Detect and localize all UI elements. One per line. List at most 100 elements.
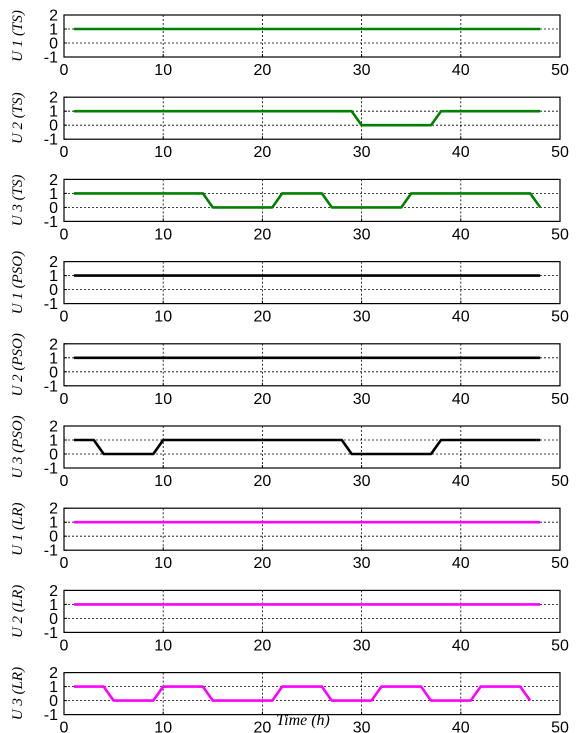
x-tick-label: 30 xyxy=(353,473,371,490)
x-tick-label: 50 xyxy=(551,473,569,490)
y-tick-label: 2 xyxy=(49,419,58,436)
panel: 210-10 10 20 30 40 50U 3 (TS) xyxy=(10,172,569,244)
x-tick-label: 30 xyxy=(353,226,371,243)
y-tick-label: 1 xyxy=(49,433,58,450)
x-tick-label: 10 xyxy=(154,555,172,572)
y-tick-label: -1 xyxy=(44,50,58,67)
y-tick-label: -1 xyxy=(44,378,58,395)
x-tick-label: 0 xyxy=(60,391,69,408)
x-tick-label: 30 xyxy=(353,391,371,408)
x-tick-label: 10 xyxy=(154,144,172,161)
plot-frame xyxy=(63,96,561,140)
x-tick-label: 20 xyxy=(254,144,272,161)
x-tick-label: 0 xyxy=(60,144,69,161)
y-tick-label: 2 xyxy=(49,90,58,107)
y-axis-label: U 1 (PSO) xyxy=(10,251,26,314)
y-tick-label: 2 xyxy=(49,665,58,682)
y-tick-label: -1 xyxy=(44,296,58,313)
x-tick-label: 50 xyxy=(551,144,569,161)
x-tick-label: 30 xyxy=(353,309,371,326)
y-tick-label: -1 xyxy=(44,214,58,231)
x-tick-label: 10 xyxy=(154,309,172,326)
x-tick-label: 50 xyxy=(551,637,569,654)
y-tick-label: 1 xyxy=(49,104,58,121)
panel: 210-10 10 20 30 40 50U 3 (PSO) xyxy=(10,415,569,490)
panel: 210-10 10 20 30 40 50U 1 (PSO) xyxy=(10,251,569,326)
x-tick-label: 40 xyxy=(452,555,470,572)
x-tick-label: 40 xyxy=(452,62,470,79)
y-axis-label: U 2 (LR) xyxy=(10,585,26,638)
x-tick-label: 10 xyxy=(154,637,172,654)
plot-frame xyxy=(63,425,561,469)
y-tick-label: -1 xyxy=(44,625,58,642)
x-tick-label: 40 xyxy=(452,637,470,654)
y-axis-label: U 1 (TS) xyxy=(10,10,26,62)
y-axis-label: U 2 (TS) xyxy=(10,92,26,144)
x-tick-label: 30 xyxy=(353,720,371,733)
x-tick-label: 50 xyxy=(551,226,569,243)
plot-frame xyxy=(63,14,561,58)
y-tick-label: 0 xyxy=(49,118,58,135)
x-tick-label: 0 xyxy=(60,473,69,490)
x-tick-label: 0 xyxy=(60,555,69,572)
y-tick-label: 1 xyxy=(49,350,58,367)
x-tick-label: 0 xyxy=(60,62,69,79)
y-tick-label: 2 xyxy=(49,501,58,518)
plot-frame xyxy=(63,671,561,716)
x-tick-label: 50 xyxy=(551,62,569,79)
y-tick-label: 1 xyxy=(49,268,58,285)
panel: 210-10 10 20 30 40 50U 2 (LR) xyxy=(10,583,569,655)
y-tick-label: 2 xyxy=(49,254,58,271)
y-axis-label: U 3 (LR) xyxy=(10,667,26,720)
y-tick-label: 1 xyxy=(49,597,58,614)
x-tick-label: 0 xyxy=(60,309,69,326)
plot-frame xyxy=(63,589,561,634)
x-tick-label: 40 xyxy=(452,226,470,243)
panel: 210-10 10 20 30 40 50U 2 (TS) xyxy=(10,90,569,162)
y-tick-label: 0 xyxy=(49,282,58,299)
x-tick-label: 20 xyxy=(254,226,272,243)
x-tick-label: 30 xyxy=(353,62,371,79)
y-axis-label: U 3 (PSO) xyxy=(10,415,26,478)
plot-frame xyxy=(63,178,561,222)
y-tick-label: 1 xyxy=(49,22,58,39)
y-tick-label: 1 xyxy=(49,679,58,696)
x-tick-label: 40 xyxy=(452,391,470,408)
y-tick-label: -1 xyxy=(44,461,58,478)
y-tick-label: 0 xyxy=(49,693,58,710)
x-tick-label: 10 xyxy=(154,720,172,733)
panel: 210-10 10 20 30 40 50U 2 (PSO) xyxy=(10,333,569,408)
series-line xyxy=(73,192,542,209)
plot-frame xyxy=(63,507,561,551)
y-tick-label: 1 xyxy=(49,515,58,532)
x-tick-label: 20 xyxy=(254,62,272,79)
y-tick-label: 2 xyxy=(49,336,58,353)
x-tick-label: 40 xyxy=(452,473,470,490)
x-tick-label: 10 xyxy=(154,473,172,490)
x-tick-label: 0 xyxy=(60,226,69,243)
y-axis-label: U 2 (PSO) xyxy=(10,333,26,396)
x-tick-label: 20 xyxy=(254,309,272,326)
series-line xyxy=(73,109,541,127)
y-tick-label: 2 xyxy=(49,172,58,189)
x-tick-label: 40 xyxy=(452,309,470,326)
y-tick-label: 0 xyxy=(49,447,58,464)
x-tick-label: 20 xyxy=(254,637,272,654)
panel: 210-10 10 20 30 40 50U 1 (TS) xyxy=(10,8,569,80)
y-axis-label: U 1 (LR) xyxy=(10,503,26,556)
x-tick-label: 10 xyxy=(154,62,172,79)
x-tick-label: 50 xyxy=(551,309,569,326)
y-tick-label: -1 xyxy=(44,543,58,560)
x-axis-label: Time (h) xyxy=(276,712,330,729)
series-line xyxy=(73,685,532,702)
x-tick-label: 20 xyxy=(254,473,272,490)
panel: 210-10 10 20 30 40 50U 1 (LR) xyxy=(10,501,569,573)
y-tick-label: -1 xyxy=(44,707,58,724)
x-tick-label: 50 xyxy=(551,555,569,572)
x-tick-label: 40 xyxy=(452,144,470,161)
x-tick-label: 20 xyxy=(254,391,272,408)
x-tick-label: 0 xyxy=(60,720,69,733)
x-tick-label: 50 xyxy=(551,720,569,733)
y-tick-label: 0 xyxy=(49,36,58,53)
